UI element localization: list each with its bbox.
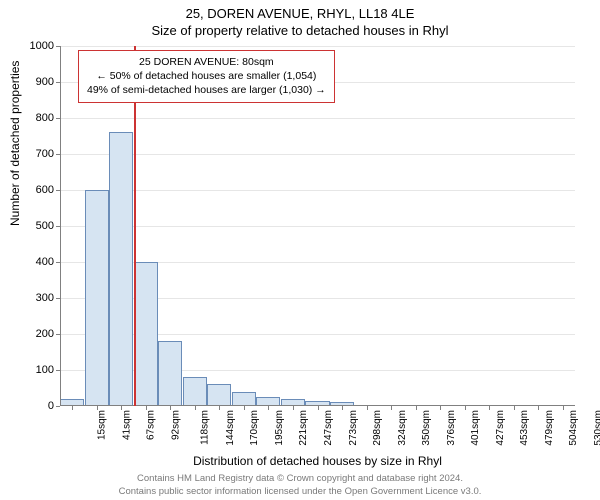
ytick-label: 600 [36,184,54,196]
footer-line-2: Contains public sector information licen… [0,486,600,498]
xtick-mark [97,406,98,410]
xtick-label: 41sqm [121,410,132,440]
xtick-label: 195sqm [274,410,285,446]
ytick-mark [56,406,60,407]
bar [158,341,182,406]
xtick-mark [514,406,515,410]
ytick-label: 200 [36,328,54,340]
footer-line-1: Contains HM Land Registry data © Crown c… [0,473,600,485]
xtick-label: 118sqm [200,410,211,445]
xtick-label: 530sqm [593,410,600,446]
xtick-label: 247sqm [323,410,334,446]
xtick-mark [170,406,171,410]
y-axis-line [60,46,61,406]
ytick-label: 0 [48,400,54,412]
xtick-label: 401sqm [470,410,481,446]
xtick-label: 376sqm [446,410,457,446]
callout-line-3: 49% of semi-detached houses are larger (… [87,83,326,97]
bar [232,392,256,406]
ytick-label: 1000 [30,40,54,52]
ytick-mark [56,370,60,371]
xtick-label: 92sqm [170,410,181,440]
x-axis-label: Distribution of detached houses by size … [60,454,575,468]
xtick-label: 324sqm [397,410,408,446]
y-axis-label: Number of detached properties [8,61,22,226]
ytick-mark [56,226,60,227]
ytick-mark [56,190,60,191]
xtick-mark [538,406,539,410]
xtick-mark [391,406,392,410]
bar [207,384,231,406]
bar [109,132,133,406]
ytick-mark [56,118,60,119]
ytick-mark [56,46,60,47]
ytick-mark [56,334,60,335]
ytick-label: 800 [36,112,54,124]
xtick-label: 427sqm [495,410,506,446]
chart-title-line2: Size of property relative to detached ho… [0,21,600,38]
bar [183,377,207,406]
ytick-mark [56,298,60,299]
xtick-mark [489,406,490,410]
ytick-label: 700 [36,148,54,160]
ytick-mark [56,154,60,155]
plot-area: 25 DOREN AVENUE: 80sqm ← 50% of detached… [60,46,575,406]
xtick-label: 350sqm [421,410,432,446]
ytick-label: 300 [36,292,54,304]
xtick-label: 504sqm [568,410,579,446]
xtick-mark [244,406,245,410]
xtick-mark [416,406,417,410]
xtick-mark [318,406,319,410]
xtick-mark [563,406,564,410]
xtick-mark [219,406,220,410]
xtick-mark [268,406,269,410]
footer: Contains HM Land Registry data © Crown c… [0,473,600,498]
ytick-label: 100 [36,364,54,376]
xtick-mark [293,406,294,410]
xtick-label: 273sqm [348,410,359,446]
ytick-mark [56,262,60,263]
xtick-mark [146,406,147,410]
xtick-mark [121,406,122,410]
bar [85,190,109,406]
callout-line-1: 25 DOREN AVENUE: 80sqm [87,55,326,69]
xtick-mark [440,406,441,410]
bar [134,262,158,406]
xtick-label: 170sqm [249,410,260,446]
xtick-label: 144sqm [225,410,236,446]
xtick-label: 453sqm [519,410,530,446]
ytick-label: 900 [36,76,54,88]
chart-container: 25, DOREN AVENUE, RHYL, LL18 4LE Size of… [0,0,600,500]
chart-title-line1: 25, DOREN AVENUE, RHYL, LL18 4LE [0,0,600,21]
ytick-label: 500 [36,220,54,232]
xtick-mark [72,406,73,410]
xtick-mark [195,406,196,410]
xtick-label: 221sqm [299,410,310,446]
xtick-label: 15sqm [97,410,108,440]
xtick-mark [342,406,343,410]
callout-box: 25 DOREN AVENUE: 80sqm ← 50% of detached… [78,50,335,103]
xtick-label: 479sqm [544,410,555,446]
xtick-label: 67sqm [146,410,157,440]
xtick-mark [465,406,466,410]
ytick-label: 400 [36,256,54,268]
callout-line-2: ← 50% of detached houses are smaller (1,… [87,69,326,83]
ytick-mark [56,82,60,83]
xtick-mark [367,406,368,410]
xtick-label: 298sqm [372,410,383,446]
